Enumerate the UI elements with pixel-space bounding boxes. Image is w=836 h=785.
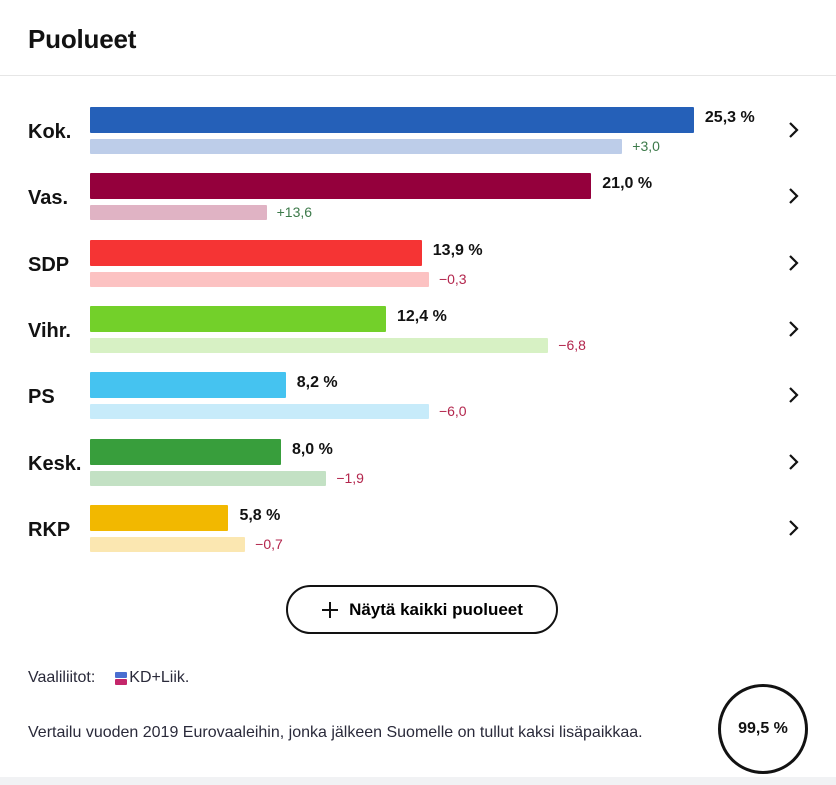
change-label: +3,0 <box>632 138 660 154</box>
party-row[interactable]: Vihr. 12,4 % −6,8 <box>0 295 836 361</box>
party-label: Vas. <box>28 187 69 210</box>
vote-share-label: 13,9 % <box>432 241 483 259</box>
alliances-label: Vaaliliitot: <box>28 669 96 686</box>
current-result-bar <box>90 305 386 332</box>
vote-share-label: 8,2 % <box>296 374 338 392</box>
current-result-bar <box>90 438 281 465</box>
chevron-right-icon[interactable] <box>786 121 802 139</box>
electoral-alliances: Vaaliliitot: KD+Liik. <box>28 669 189 687</box>
previous-result-bar <box>90 536 246 552</box>
comparison-footnote: Vertailu vuoden 2019 Eurovaaleihin, jonk… <box>28 724 643 741</box>
party-row[interactable]: Kesk. 8,0 % −1,9 <box>0 428 836 494</box>
vote-share-label: 12,4 % <box>396 307 447 325</box>
page-title: Puolueet <box>28 24 137 54</box>
current-result-bar <box>90 504 229 531</box>
chevron-right-icon[interactable] <box>786 519 802 537</box>
previous-result-bar <box>90 470 327 486</box>
party-row[interactable]: SDP 13,9 % −0,3 <box>0 229 836 295</box>
alliance-flag-icon <box>115 671 128 685</box>
party-row[interactable]: Kok. 25,3 % +3,0 <box>0 96 836 162</box>
show-all-parties-label: Näytä kaikki puolueet <box>349 599 523 619</box>
vote-share-label: 5,8 % <box>239 506 281 524</box>
previous-result-bar <box>90 271 429 287</box>
party-label: Kesk. <box>28 452 82 475</box>
change-label: −6,8 <box>558 336 586 353</box>
change-label: −6,0 <box>438 403 467 420</box>
current-result-bar <box>90 107 694 133</box>
change-label: +13,6 <box>276 204 313 221</box>
previous-result-bar <box>90 337 549 353</box>
current-result-bar <box>90 239 422 266</box>
party-row[interactable]: Vas. 21,0 % +13,6 <box>0 162 836 228</box>
party-label: RKP <box>28 518 71 541</box>
chevron-right-icon[interactable] <box>786 320 802 338</box>
plus-icon <box>321 601 339 619</box>
show-all-parties-button[interactable]: Näytä kaikki puolueet <box>286 585 558 634</box>
header: Puolueet <box>0 0 836 76</box>
previous-result-bar <box>90 404 429 420</box>
party-label: Kok. <box>28 121 72 143</box>
change-label: −0,7 <box>255 535 283 552</box>
party-row[interactable]: RKP 5,8 % −0,7 <box>0 494 836 560</box>
vote-share-label: 8,0 % <box>291 440 333 458</box>
party-label: PS <box>28 386 55 409</box>
change-label: −0,3 <box>438 270 467 287</box>
current-result-bar <box>90 173 592 200</box>
change-label: −1,9 <box>336 469 364 486</box>
chevron-right-icon[interactable] <box>786 453 802 471</box>
party-row[interactable]: PS 8,2 % −6,0 <box>0 361 836 427</box>
alliance-item: KD+Liik. <box>115 669 189 687</box>
chevron-right-icon[interactable] <box>786 254 802 272</box>
previous-result-bar <box>90 205 267 221</box>
current-result-bar <box>90 372 286 399</box>
vote-share-label: 21,0 % <box>602 175 653 193</box>
counted-percentage-badge: 99,5 % <box>718 684 808 774</box>
previous-result-bar <box>90 139 623 154</box>
vote-share-label: 25,3 % <box>704 109 755 126</box>
footer-divider <box>0 777 836 785</box>
chevron-right-icon[interactable] <box>786 187 802 205</box>
chevron-right-icon[interactable] <box>786 386 802 404</box>
party-label: SDP <box>28 253 70 276</box>
alliance-name: KD+Liik. <box>129 669 190 686</box>
party-label: Vihr. <box>28 319 71 342</box>
